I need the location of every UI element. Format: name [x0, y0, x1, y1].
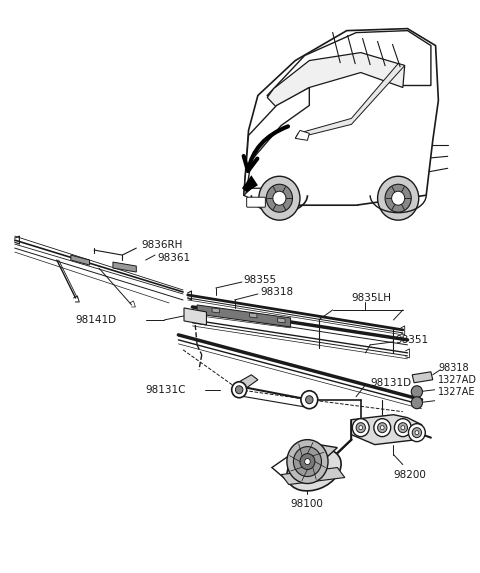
Circle shape — [235, 386, 243, 394]
Circle shape — [232, 382, 247, 398]
Circle shape — [398, 423, 408, 433]
Polygon shape — [281, 468, 345, 485]
Text: 98131C: 98131C — [145, 384, 186, 395]
Polygon shape — [295, 64, 405, 138]
Text: 98361: 98361 — [158, 253, 191, 263]
Polygon shape — [244, 189, 290, 205]
Ellipse shape — [287, 448, 341, 491]
Polygon shape — [295, 131, 309, 140]
Polygon shape — [244, 29, 438, 205]
Circle shape — [408, 423, 425, 442]
Polygon shape — [267, 30, 431, 105]
Circle shape — [412, 427, 421, 438]
Polygon shape — [250, 313, 257, 318]
Text: 9835LH: 9835LH — [351, 293, 391, 303]
Circle shape — [287, 439, 328, 484]
Polygon shape — [351, 415, 421, 445]
Circle shape — [300, 454, 315, 469]
Circle shape — [266, 185, 292, 212]
Circle shape — [259, 176, 300, 220]
Circle shape — [411, 397, 422, 409]
Text: 1327AE: 1327AE — [438, 387, 476, 397]
Polygon shape — [267, 53, 405, 107]
Circle shape — [301, 391, 318, 409]
Text: 98131D: 98131D — [370, 378, 411, 388]
Circle shape — [352, 419, 369, 437]
Circle shape — [401, 426, 405, 430]
Circle shape — [374, 419, 391, 437]
Circle shape — [293, 446, 322, 477]
Polygon shape — [71, 255, 90, 265]
Polygon shape — [212, 308, 219, 313]
Circle shape — [378, 423, 387, 433]
Circle shape — [392, 191, 405, 205]
Text: 98318: 98318 — [261, 287, 294, 297]
Polygon shape — [239, 375, 258, 388]
FancyBboxPatch shape — [247, 197, 265, 207]
Circle shape — [378, 176, 419, 220]
Circle shape — [380, 426, 384, 430]
Circle shape — [273, 191, 286, 205]
Circle shape — [305, 458, 310, 465]
Text: 98141D: 98141D — [75, 315, 117, 325]
Circle shape — [359, 426, 362, 430]
Polygon shape — [113, 262, 136, 272]
Polygon shape — [412, 372, 433, 383]
Circle shape — [385, 185, 411, 212]
Polygon shape — [184, 308, 206, 325]
Text: 98355: 98355 — [244, 275, 277, 285]
Polygon shape — [242, 175, 258, 192]
Polygon shape — [244, 88, 309, 195]
Text: 1327AD: 1327AD — [438, 375, 478, 385]
Text: 98200: 98200 — [394, 469, 426, 480]
Text: 9836RH: 9836RH — [141, 240, 182, 250]
Polygon shape — [197, 305, 290, 327]
Circle shape — [306, 396, 313, 404]
Text: 98100: 98100 — [290, 500, 324, 509]
Polygon shape — [290, 445, 337, 472]
Circle shape — [395, 419, 411, 437]
Circle shape — [415, 431, 419, 435]
Polygon shape — [277, 318, 285, 323]
Circle shape — [356, 423, 365, 433]
Text: 98318: 98318 — [438, 363, 469, 373]
Text: 98351: 98351 — [396, 335, 429, 345]
Circle shape — [411, 386, 422, 398]
